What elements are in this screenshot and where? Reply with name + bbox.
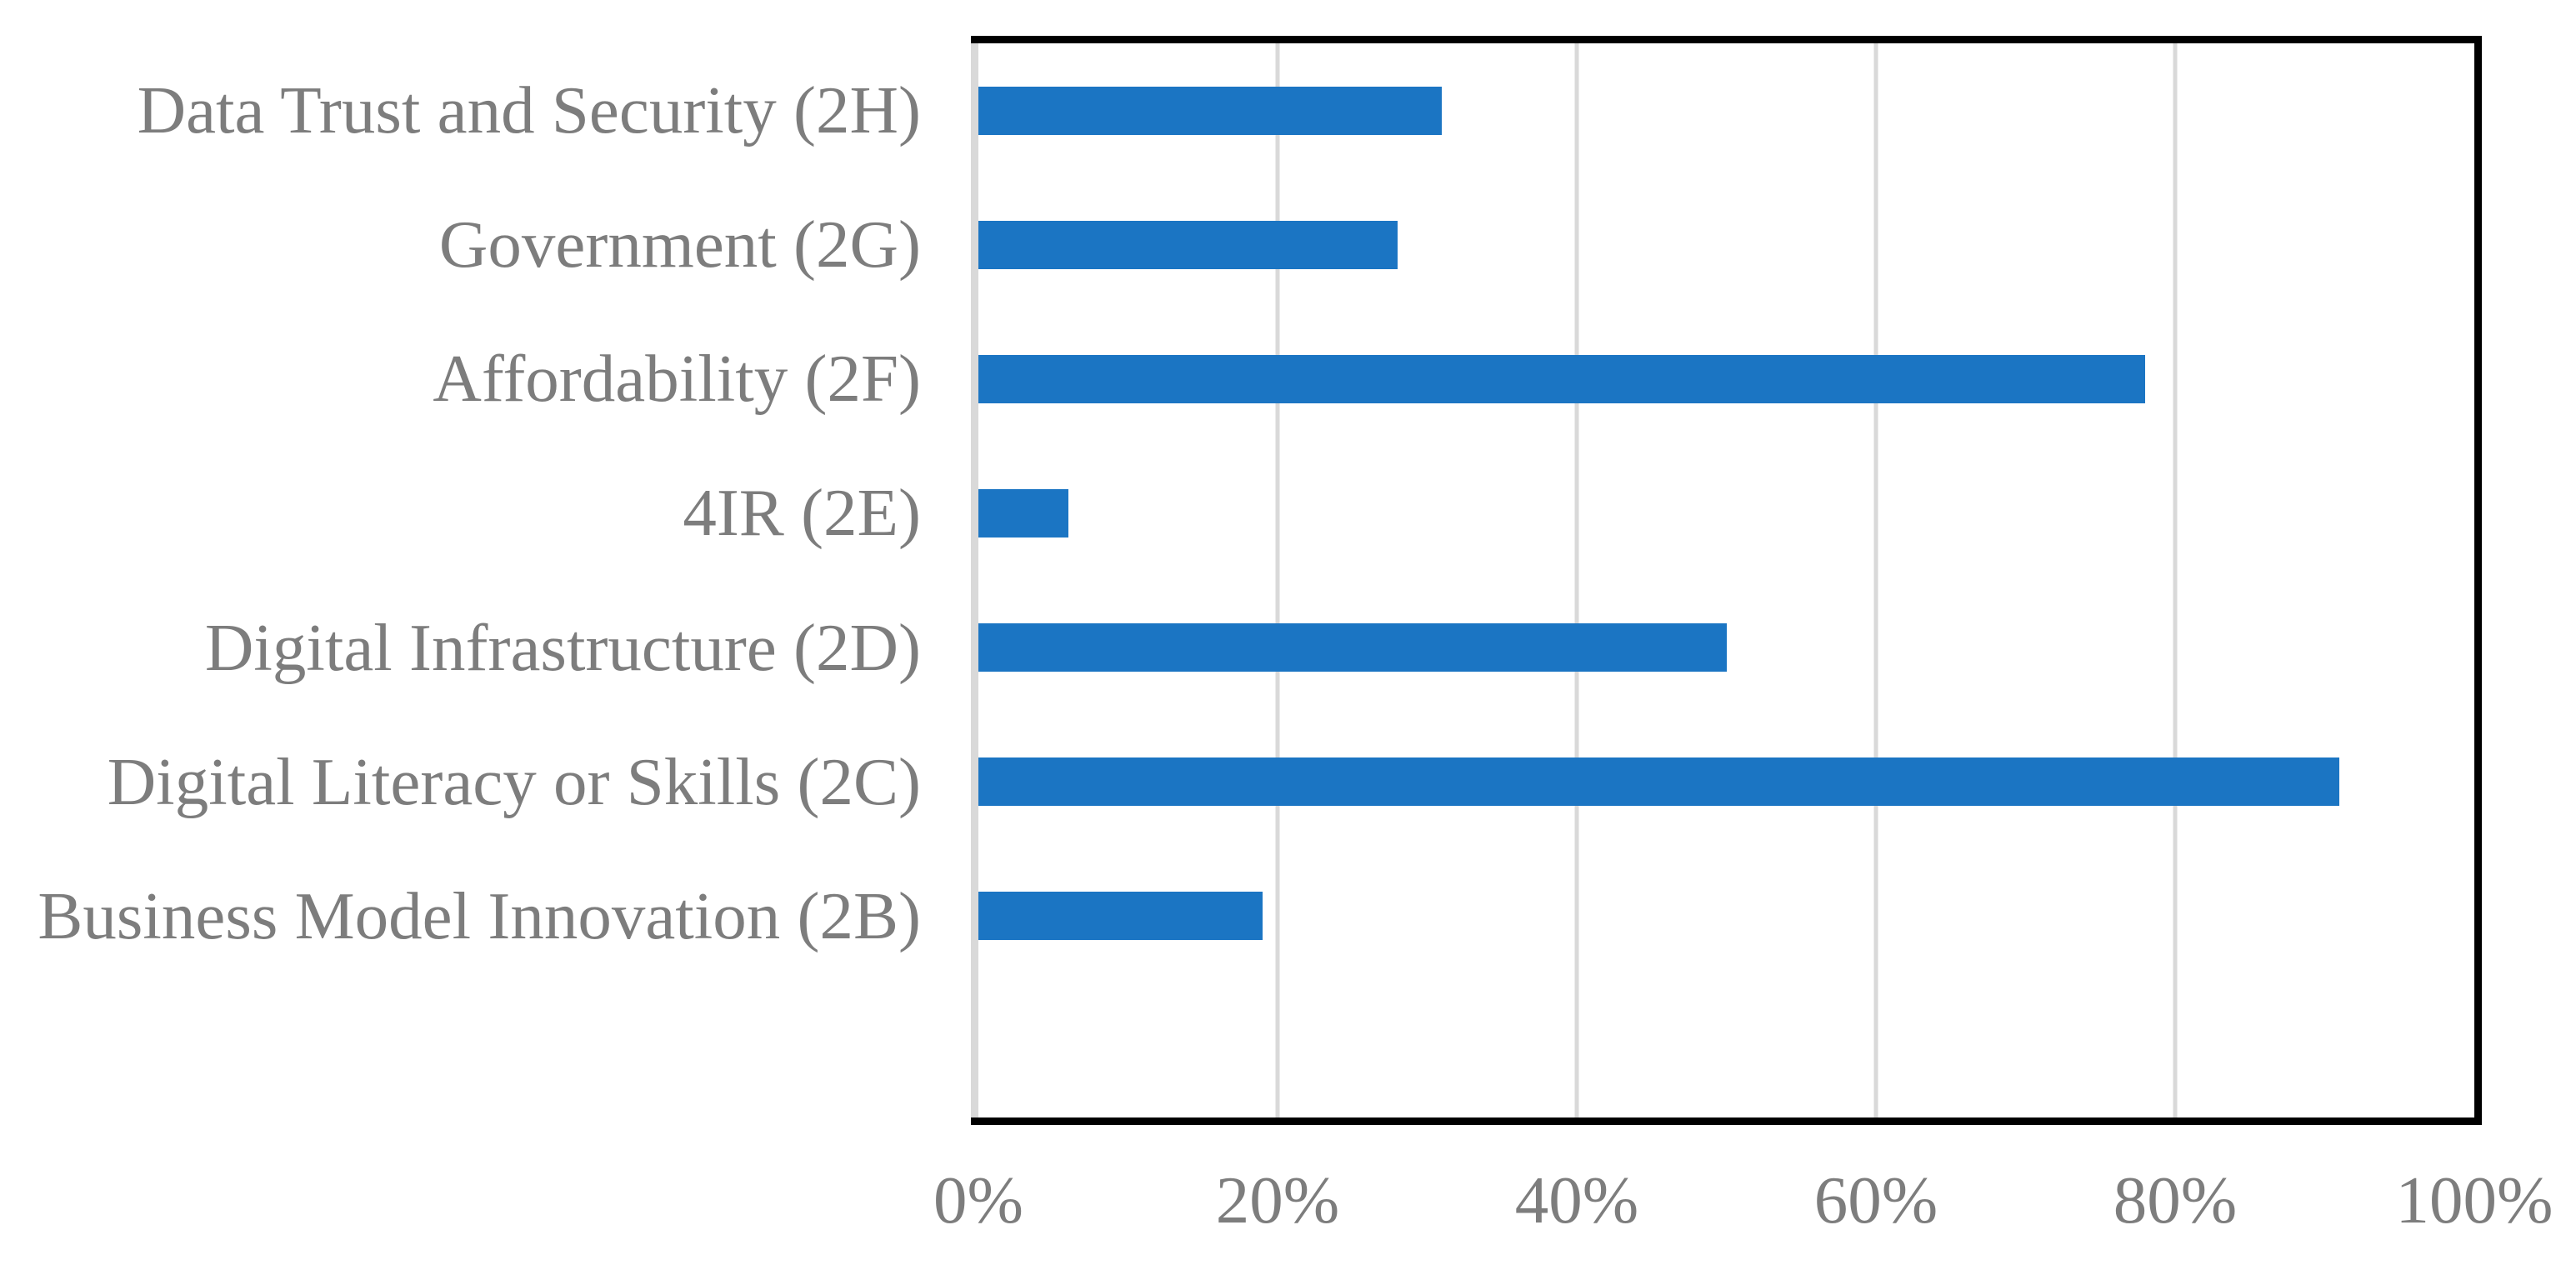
bar xyxy=(978,86,1443,135)
category-label: Data Trust and Security (2H) xyxy=(137,72,921,148)
bar xyxy=(978,758,2340,807)
category-row: Data Trust and Security (2H) xyxy=(0,43,971,178)
category-row: Government (2G) xyxy=(0,178,971,312)
x-tick-label: 60% xyxy=(1813,1162,1938,1238)
gridline xyxy=(1574,43,1579,1118)
bar-slot xyxy=(978,849,2474,983)
bar xyxy=(978,220,1398,269)
category-label: Affordability (2F) xyxy=(433,341,921,417)
bar xyxy=(978,623,1727,672)
category-label: Digital Literacy or Skills (2C) xyxy=(107,743,921,819)
bar-series xyxy=(978,43,2474,1118)
category-row: Digital Literacy or Skills (2C) xyxy=(0,715,971,849)
plot-border-right xyxy=(2474,36,2482,1125)
category-label: Digital Infrastructure (2D) xyxy=(204,609,921,685)
bar-slot xyxy=(978,715,2474,849)
category-axis: Data Trust and Security (2H) Government (… xyxy=(0,43,971,1118)
category-label: 4IR (2E) xyxy=(683,475,921,551)
bar-slot xyxy=(978,178,2474,312)
category-row: Digital Infrastructure (2D) xyxy=(0,581,971,715)
x-tick-label: 80% xyxy=(2113,1162,2238,1238)
x-axis: 0% 20% 40% 60% 80% 100% xyxy=(933,1160,2553,1260)
bar xyxy=(978,488,1068,538)
category-label: Government (2G) xyxy=(438,207,921,282)
gridline xyxy=(1275,43,1280,1118)
bar-slot xyxy=(978,581,2474,715)
gridline xyxy=(2173,43,2178,1118)
category-label: Business Model Innovation (2B) xyxy=(38,878,921,953)
x-tick-label: 40% xyxy=(1514,1162,1639,1238)
category-row: Business Model Innovation (2B) xyxy=(0,849,971,983)
bar xyxy=(978,354,2146,403)
category-row xyxy=(0,983,971,1118)
x-tick-label: 100% xyxy=(2395,1162,2553,1238)
plot-border-top xyxy=(971,36,2482,43)
bar xyxy=(978,892,1263,941)
x-tick-label: 20% xyxy=(1215,1162,1340,1238)
plot-area xyxy=(971,36,2482,1125)
bar-slot xyxy=(978,312,2474,446)
plot-border-bottom xyxy=(971,1118,2482,1125)
y-axis-line xyxy=(971,43,978,1118)
bar-slot xyxy=(978,446,2474,580)
bar-slot xyxy=(978,983,2474,1118)
plot-inner xyxy=(978,43,2474,1118)
category-row: Affordability (2F) xyxy=(0,312,971,446)
category-row: 4IR (2E) xyxy=(0,446,971,580)
gridline xyxy=(1873,43,1878,1118)
bar-slot xyxy=(978,43,2474,178)
x-tick-label: 0% xyxy=(933,1162,1023,1238)
